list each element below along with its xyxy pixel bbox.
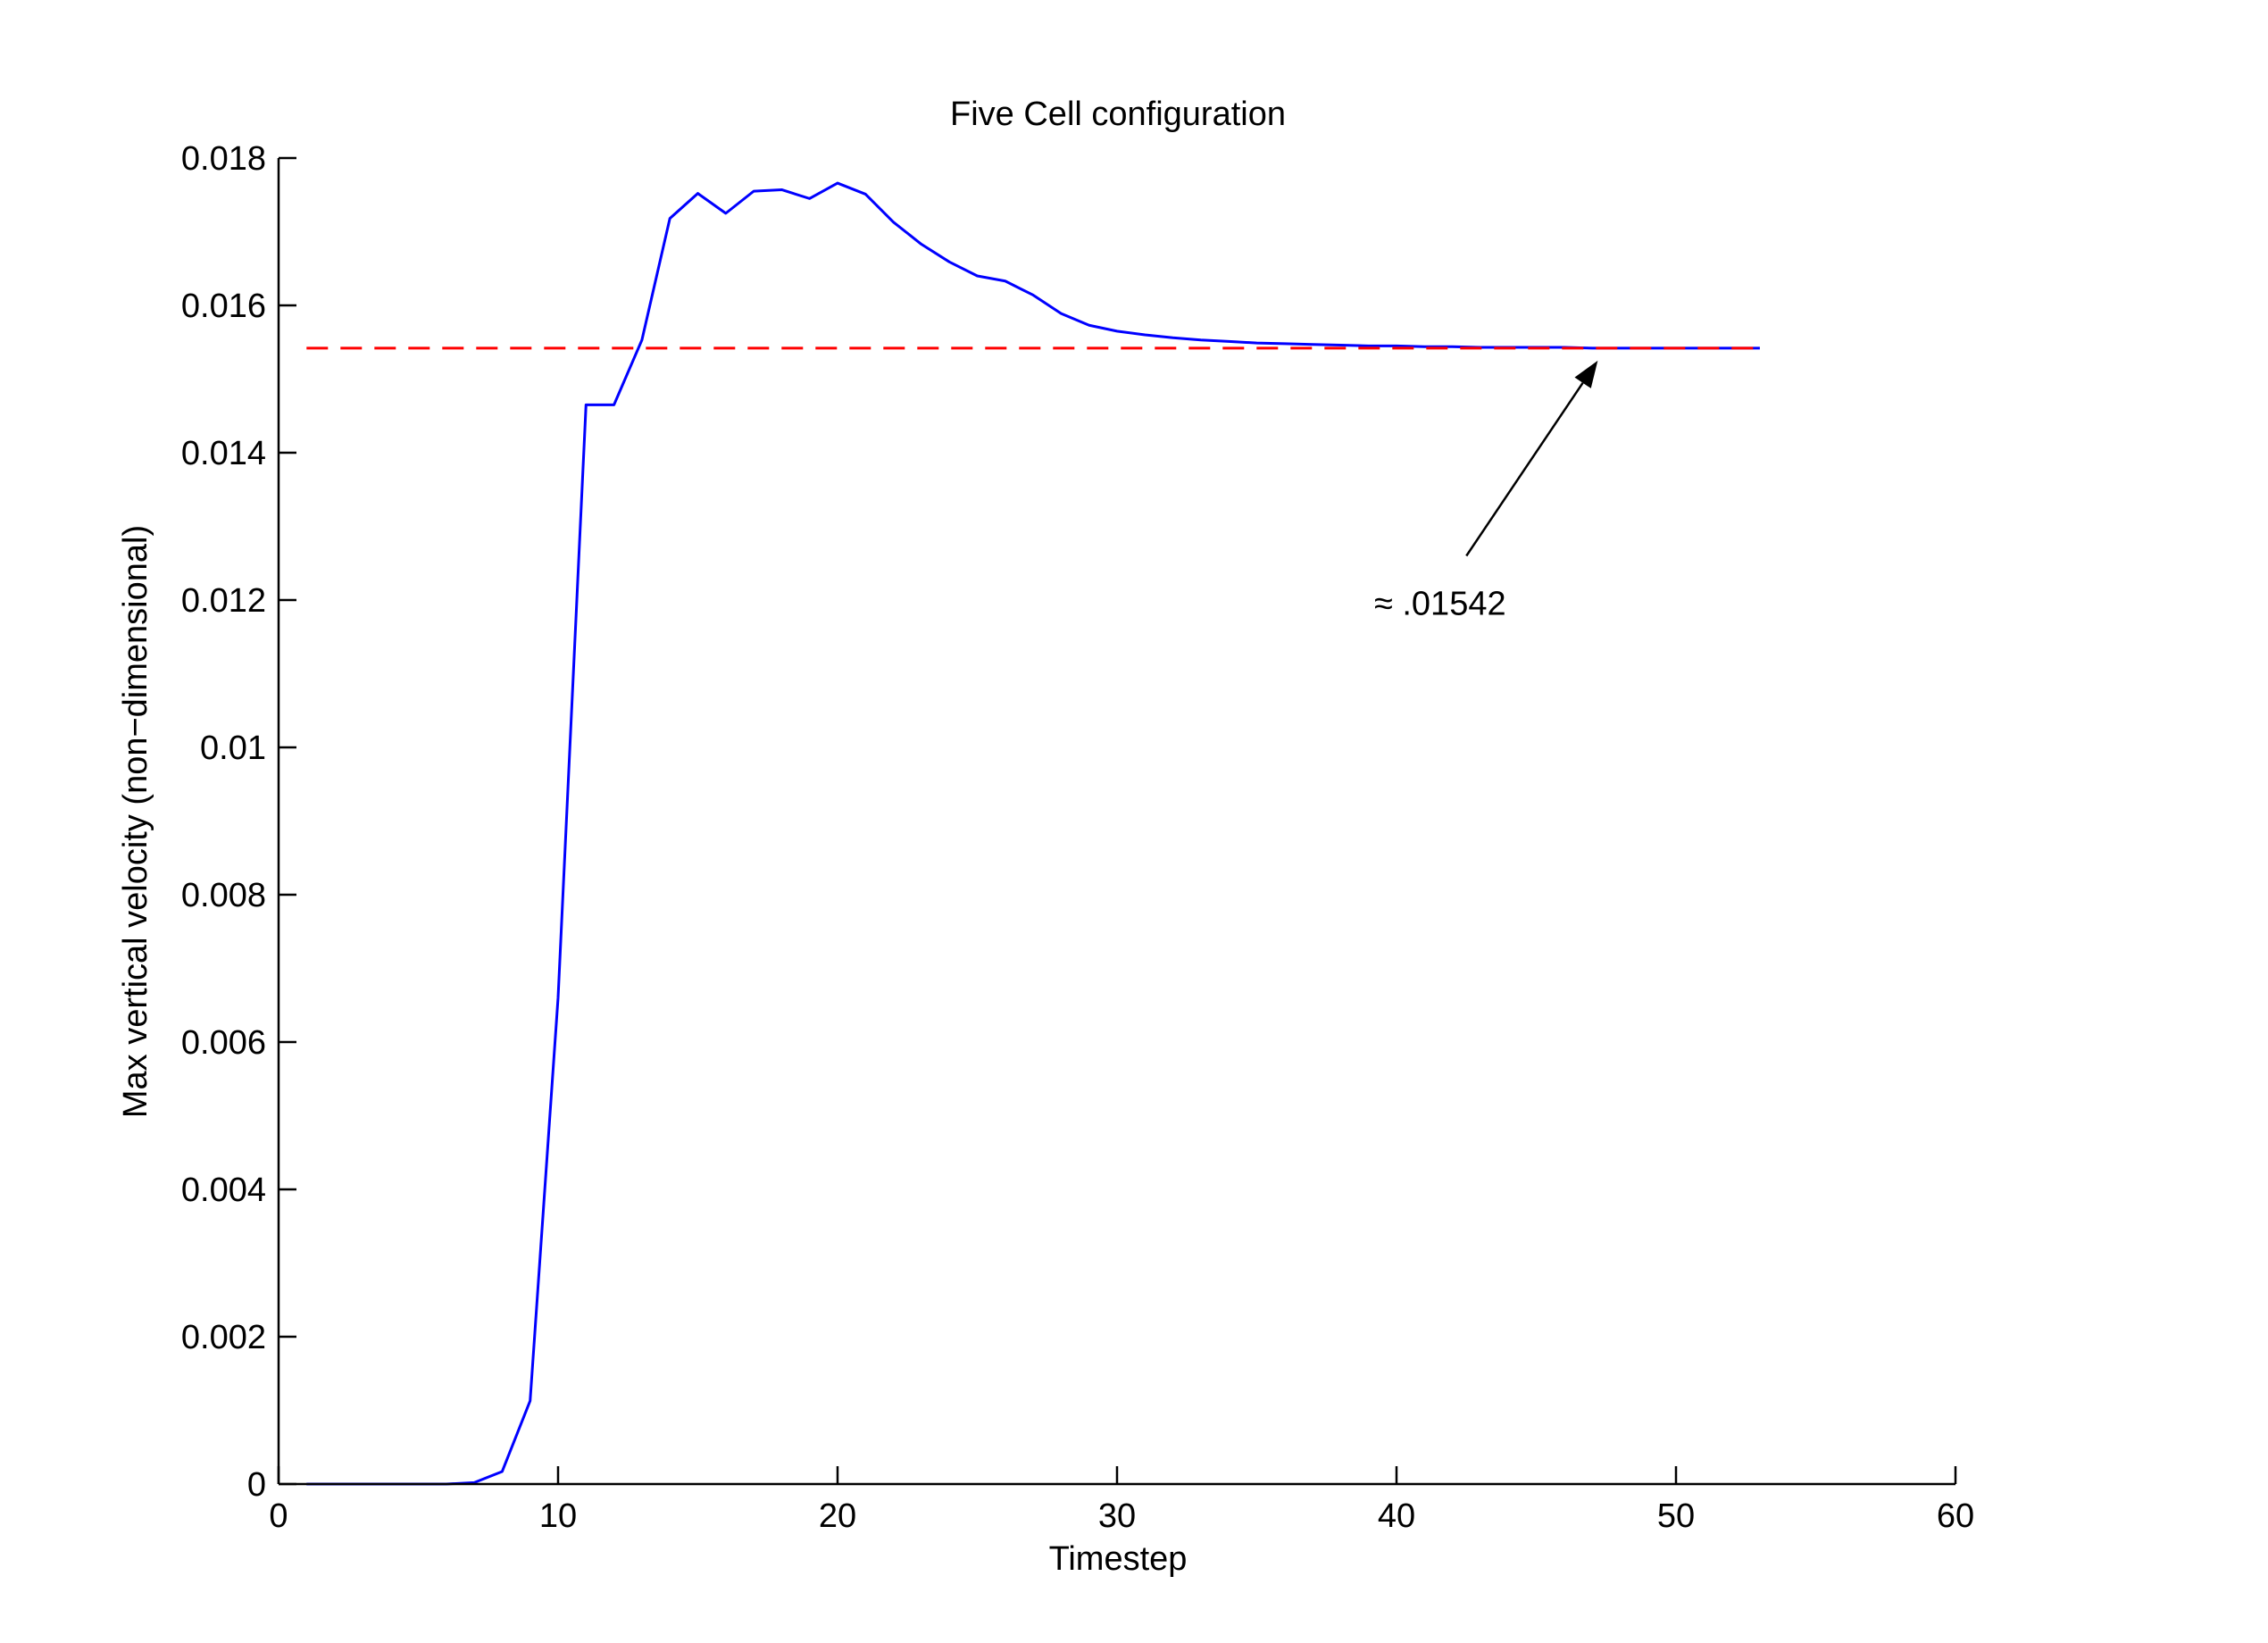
- y-tick-label: 0.008: [181, 877, 266, 914]
- y-tick-label: 0.012: [181, 582, 266, 620]
- x-tick-label: 20: [819, 1497, 856, 1535]
- annotation-label: ≈ .01542: [1374, 586, 1506, 623]
- y-tick-label: 0: [247, 1466, 266, 1504]
- y-tick-label: 0.002: [181, 1319, 266, 1356]
- y-tick-label: 0.01: [200, 730, 266, 767]
- y-tick-label: 0.006: [181, 1024, 266, 1062]
- x-tick-label: 50: [1657, 1497, 1695, 1535]
- ticks: 0 10 20 30 40 50 60 0 0.002 0.004 0.006 0.008 0.01 0.…: [181, 140, 1974, 1535]
- series-line-velocity: [306, 181, 1760, 1486]
- chart-title: Five Cell configuration: [950, 96, 1286, 133]
- plot-lines: [306, 181, 1760, 1486]
- x-tick-label: 30: [1098, 1497, 1136, 1535]
- y-tick-label: 0.014: [181, 435, 266, 472]
- x-tick-label: 60: [1937, 1497, 1974, 1535]
- x-axis-label: Timestep: [1049, 1540, 1188, 1578]
- x-tick-label: 0: [269, 1497, 288, 1535]
- y-axis-label: Max vertical velocity (non−dimensional): [117, 525, 154, 1118]
- x-tick-label: 40: [1378, 1497, 1415, 1535]
- x-tick-label: 10: [539, 1497, 577, 1535]
- y-tick-label: 0.004: [181, 1172, 266, 1209]
- annotation-arrow-shaft: [1465, 382, 1584, 557]
- annotation-arrow-head: [1574, 360, 1598, 388]
- annotation: ≈ .01542: [1374, 360, 1598, 623]
- y-tick-label: 0.016: [181, 288, 266, 325]
- y-tick-label: 0.018: [181, 140, 266, 178]
